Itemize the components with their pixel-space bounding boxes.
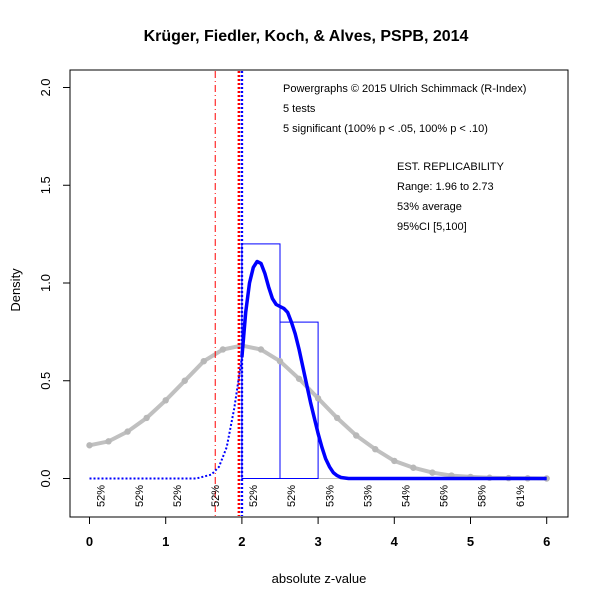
x-tick-label: 6	[543, 534, 550, 549]
annotation-right: Range: 1.96 to 2.73	[397, 181, 494, 193]
normal-curve-point	[257, 346, 265, 353]
y-tick-label: 2.0	[38, 78, 53, 96]
y-tick-label: 1.0	[38, 274, 53, 292]
y-tick-label: 0.0	[38, 469, 53, 487]
plot-area: 52% 52% 52% 52% 52% 52% 53% 53% 54% 56% 58% 61%	[86, 71, 550, 516]
x-tick-label: 2	[238, 534, 245, 549]
normal-curve-point	[162, 397, 169, 404]
annotation-left: Powergraphs © 2015 Ulrich Schimmack (R-I…	[283, 83, 526, 95]
normal-curve-point	[372, 445, 379, 453]
x-tick-label: 4	[391, 534, 399, 549]
power-label: 53%	[324, 485, 336, 507]
y-tick-label: 0.5	[38, 372, 53, 390]
normal-curve-point	[410, 464, 417, 471]
normal-curve-point	[295, 375, 303, 382]
power-label: 56%	[439, 485, 451, 507]
normal-curve-point	[429, 469, 436, 476]
x-tick-label: 1	[162, 534, 169, 549]
normal-curve-point	[333, 414, 341, 422]
power-label: 52%	[210, 485, 222, 507]
density-curve-dotted	[89, 357, 243, 480]
normal-curve-point	[86, 442, 93, 449]
annotation-left: 5 significant (100% p < .05, 100% p < .1…	[283, 123, 488, 135]
chart-title: Krüger, Fiedler, Koch, & Alves, PSPB, 20…	[144, 28, 469, 45]
normal-curve-point	[200, 358, 207, 365]
plot-frame	[69, 69, 569, 518]
power-label: 52%	[172, 485, 184, 507]
x-tick-label: 3	[314, 534, 321, 549]
x-tick-label: 0	[86, 534, 93, 549]
annotation-right: 95%CI [5,100]	[397, 221, 467, 233]
power-label: 52%	[286, 485, 298, 507]
power-label: 52%	[248, 485, 260, 507]
power-label: 52%	[134, 485, 146, 507]
normal-curve-point	[353, 432, 360, 439]
power-label: 58%	[477, 485, 489, 507]
density-curve-solid	[240, 259, 547, 481]
y-axis-label: Density	[8, 268, 23, 312]
histogram-bar	[241, 243, 281, 479]
power-label: 54%	[401, 485, 413, 507]
annotation-right: 53% average	[397, 201, 462, 213]
power-label: 61%	[515, 485, 527, 507]
y-tick-label: 1.5	[38, 176, 53, 194]
normal-curve-point	[391, 457, 398, 465]
x-axis: 0 1 2 3 4 5 6	[86, 517, 550, 549]
y-axis: 0.0 0.5 1.0 1.5 2.0	[38, 78, 70, 488]
annotation-right: EST. REPLICABILITY	[397, 161, 505, 173]
normal-curve-point	[219, 346, 227, 353]
normal-curve-point	[143, 414, 150, 422]
power-label: 52%	[96, 485, 108, 507]
normal-curve-point	[105, 438, 112, 445]
power-label: 53%	[362, 485, 374, 507]
annotations: Powergraphs © 2015 Ulrich Schimmack (R-I…	[283, 83, 526, 233]
normal-curve-point	[276, 358, 284, 365]
x-tick-label: 5	[467, 534, 474, 549]
normal-curve-point	[124, 428, 131, 435]
normal-curve-point	[314, 395, 322, 402]
annotation-left: 5 tests	[283, 103, 316, 115]
normal-curve-point	[181, 377, 188, 384]
x-axis-label: absolute z-value	[272, 571, 367, 586]
